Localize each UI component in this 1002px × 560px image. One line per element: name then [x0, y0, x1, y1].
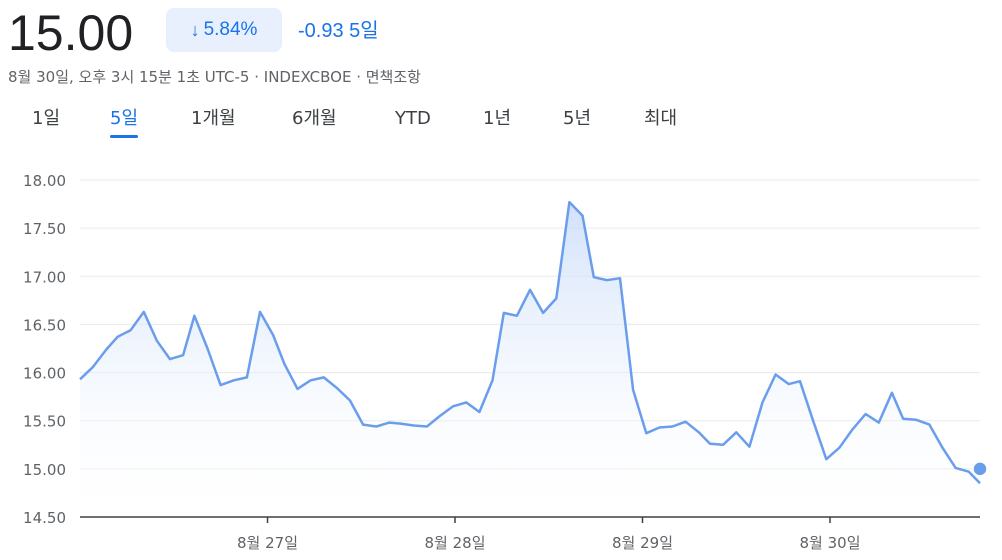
x-tick-label: 8월 28일	[425, 534, 486, 552]
x-tick-label: 8월 27일	[237, 534, 298, 552]
y-tick-label: 17.50	[23, 220, 66, 238]
change-percent: 5.84%	[203, 19, 258, 40]
range-tabs: 1일 5일 1개월 6개월 YTD 1년 5년 최대	[0, 104, 1002, 144]
quote-meta: 8월 30일, 오후 3시 15분 1초 UTC-5 · INDEXCBOE ·…	[8, 68, 421, 86]
y-tick-label: 14.50	[23, 509, 66, 527]
y-tick-label: 16.00	[23, 365, 66, 383]
tab-5d[interactable]: 5일	[110, 104, 139, 138]
tab-1y[interactable]: 1년	[483, 108, 512, 129]
y-tick-label: 15.00	[23, 461, 66, 479]
arrow-down-icon: ↓	[190, 19, 200, 40]
x-tick-label: 8월 30일	[800, 534, 861, 552]
y-axis-labels: 18.00 17.50 17.00 16.50 16.00 15.50 15.00 14.50	[23, 172, 66, 527]
tab-1d[interactable]: 1일	[32, 108, 61, 129]
y-tick-label: 18.00	[23, 172, 66, 190]
change-absolute: -0.93 5일	[298, 20, 379, 42]
y-tick-label: 16.50	[23, 316, 66, 334]
x-tick-label: 8월 29일	[612, 534, 673, 552]
tab-1m[interactable]: 1개월	[191, 108, 236, 129]
tab-5y[interactable]: 5년	[563, 108, 592, 129]
tab-ytd[interactable]: YTD	[395, 108, 431, 129]
x-axis: 8월 27일 8월 28일 8월 29일 8월 30일	[80, 516, 980, 552]
price-line	[79, 200, 981, 485]
last-price-dot[interactable]	[972, 461, 988, 477]
y-tick-label: 15.50	[23, 413, 66, 431]
current-price: 15.00	[8, 5, 134, 61]
tab-6m[interactable]: 6개월	[292, 108, 337, 129]
price-area-fill	[80, 202, 980, 517]
y-tick-label: 17.00	[23, 268, 66, 286]
price-chart[interactable]: 18.00 17.50 17.00 16.50 16.00 15.50 15.00 14.50…	[0, 160, 1002, 560]
change-percent-badge: ↓ 5.84%	[166, 8, 282, 52]
tab-max[interactable]: 최대	[644, 108, 678, 129]
